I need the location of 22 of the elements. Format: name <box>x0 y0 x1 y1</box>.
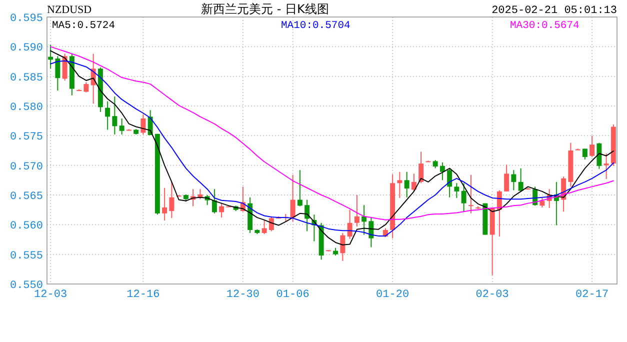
y-tick-label: 0.570 <box>10 161 43 174</box>
y-tick-label: 0.595 <box>10 13 43 25</box>
y-tick-label: 0.580 <box>10 102 43 114</box>
series-label: MA5:0.5724 <box>52 20 116 32</box>
x-tick-label: 12-30 <box>226 289 260 301</box>
x-tick-label: 02-17 <box>576 289 609 301</box>
annotation: 2025-02-21 05:01:13 <box>492 5 617 17</box>
y-tick-label: 0.555 <box>10 250 43 262</box>
x-tick-label: 01-06 <box>276 289 310 301</box>
x-tick-label: 01-20 <box>376 289 410 301</box>
y-tick-label: 0.560 <box>10 220 43 233</box>
text: MA30:0.5674 <box>510 20 580 32</box>
y-tick-label: 0.590 <box>10 42 43 55</box>
y-tick-label: 0.565 <box>10 191 43 203</box>
y-tick-label: 0.585 <box>10 72 43 84</box>
text: MA10:0.5704 <box>281 20 350 32</box>
x-tick-label: 12-16 <box>126 289 160 301</box>
x-tick-label: 12-03 <box>34 289 68 301</box>
text: NZDUSD <box>47 4 92 16</box>
x-tick-label: 02-03 <box>476 289 509 301</box>
y-tick-label: 0.575 <box>10 132 43 144</box>
chart-title: 新西兰元美元 - 日K线图 <box>201 2 329 16</box>
